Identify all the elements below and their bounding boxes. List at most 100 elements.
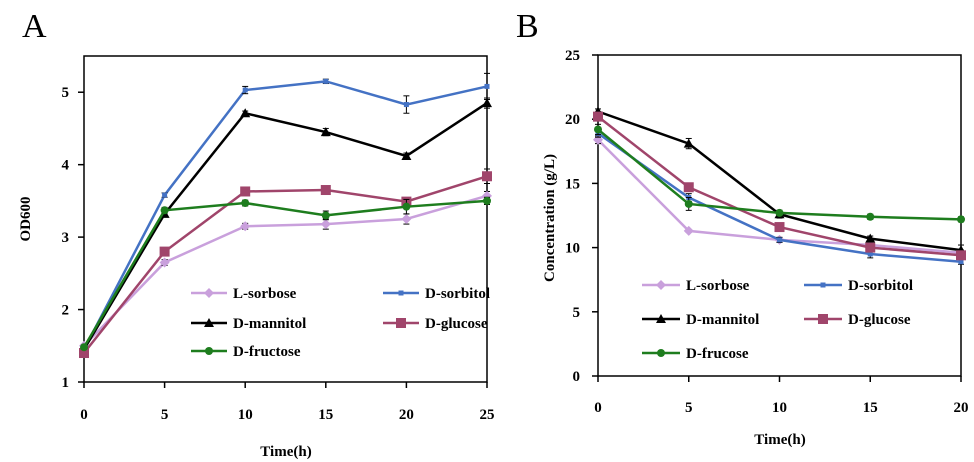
panel-letter: B (516, 8, 539, 45)
data-point (483, 196, 491, 205)
legend: L-sorbose D-sorbitol D-mannitol D-glucose D-… (642, 278, 913, 362)
x-axis-title: Time(h) (260, 444, 311, 460)
series-d-sorbitol (81, 72, 490, 352)
x-tick-label: 10 (772, 400, 787, 416)
legend-swatch-marker (818, 314, 828, 324)
data-point (320, 219, 331, 230)
x-tick-label: 5 (685, 400, 693, 416)
legend-item-d-glucose: D-glucose (383, 316, 488, 332)
series-line (82, 199, 488, 348)
legend-swatch-marker (396, 318, 406, 328)
data-point (684, 199, 693, 208)
legend-label: D-mannitol (686, 312, 759, 328)
legend-item-d-sorbitol: D-sorbitol (804, 278, 913, 294)
legend-item-l-sorbose: L-sorbose (642, 278, 750, 294)
x-tick-label: 0 (80, 407, 88, 423)
data-point (593, 111, 603, 122)
data-point (320, 127, 331, 137)
data-point (320, 185, 331, 196)
legend-swatch-marker (656, 280, 666, 290)
y-tick-label: 25 (565, 48, 580, 64)
data-point (957, 215, 965, 224)
data-point (775, 208, 784, 217)
data-point (866, 212, 875, 221)
legend-item-d-sorbitol: D-sorbitol (383, 286, 490, 302)
data-point (242, 87, 248, 93)
legend-swatch-marker (657, 349, 665, 357)
y-tick-label: 10 (565, 241, 580, 257)
data-point (240, 221, 251, 232)
y-tick-label: 4 (62, 158, 70, 174)
legend-label: D-sorbitol (425, 286, 490, 302)
data-point (484, 83, 490, 89)
data-point (323, 78, 329, 84)
series-line (83, 194, 488, 347)
x-tick-label: 10 (238, 407, 253, 423)
data-point (958, 259, 964, 265)
legend-label: L-sorbose (233, 286, 297, 302)
x-tick-label: 15 (863, 400, 878, 416)
data-point (240, 186, 251, 197)
y-tick-label: 20 (565, 112, 580, 128)
data-point (777, 237, 782, 243)
data-point (956, 250, 966, 261)
series-d-frucose (594, 123, 965, 224)
legend-label: D-glucose (425, 316, 488, 332)
y-tick-label: 15 (565, 176, 580, 192)
series-line (597, 115, 962, 257)
series-line (597, 128, 962, 221)
y-tick-label: 3 (62, 230, 70, 246)
legend: L-sorbose D-sorbitol D-mannitol D-glucose D-… (191, 286, 490, 360)
y-tick-label: 2 (62, 303, 70, 319)
legend-item-l-sorbose: L-sorbose (191, 286, 297, 302)
series-line (82, 80, 488, 350)
legend-item-d-glucose: D-glucose (804, 312, 911, 328)
x-tick-label: 5 (161, 407, 169, 423)
legend-swatch-marker (205, 347, 213, 355)
y-tick-label: 5 (62, 85, 70, 101)
data-point (683, 182, 694, 193)
data-point (159, 246, 170, 257)
y-axis-title: Concentration (g/L) (542, 154, 558, 282)
x-tick-label: 20 (399, 407, 414, 423)
data-point (482, 171, 492, 182)
panel-letter: A (22, 8, 47, 45)
y-tick-label: 5 (573, 305, 581, 321)
legend-label: D-mannitol (233, 316, 306, 332)
legend-swatch-marker (204, 288, 214, 298)
data-point (162, 192, 168, 198)
x-tick-label: 0 (594, 400, 602, 416)
legend-swatch-marker (398, 290, 404, 296)
legend-item-d-mannitol: D-mannitol (642, 312, 759, 328)
legend-label: D-glucose (848, 312, 911, 328)
data-point (401, 150, 412, 160)
data-point (402, 202, 411, 211)
data-point (160, 206, 169, 215)
data-point (482, 98, 492, 108)
y-tick-label: 0 (573, 369, 581, 385)
legend-swatch-marker (656, 314, 666, 323)
data-point (867, 251, 873, 257)
legend-swatch-marker (820, 282, 826, 288)
x-tick-label: 20 (954, 400, 969, 416)
data-point (594, 125, 602, 134)
series-d-glucose (593, 111, 966, 261)
legend-label: L-sorbose (686, 278, 750, 294)
data-point (865, 233, 876, 243)
panel-a: A 1 2 3 4 5 0 5 10 15 20 25 OD600 Time(h) L-sorbose D-s… (18, 8, 495, 460)
data-point (683, 138, 694, 148)
legend-swatch-marker (204, 318, 214, 327)
data-point (80, 343, 88, 352)
data-point (774, 222, 785, 233)
legend-item-d-fructose: D-fructose (191, 344, 301, 360)
legend-label: D-sorbitol (848, 278, 913, 294)
data-point (321, 211, 330, 220)
x-tick-label: 15 (318, 407, 333, 423)
x-axis-title: Time(h) (754, 432, 805, 448)
data-point (79, 348, 89, 359)
series-line (83, 175, 488, 354)
series-d-mannitol (593, 106, 966, 256)
data-point (683, 225, 694, 236)
data-point (401, 214, 412, 224)
